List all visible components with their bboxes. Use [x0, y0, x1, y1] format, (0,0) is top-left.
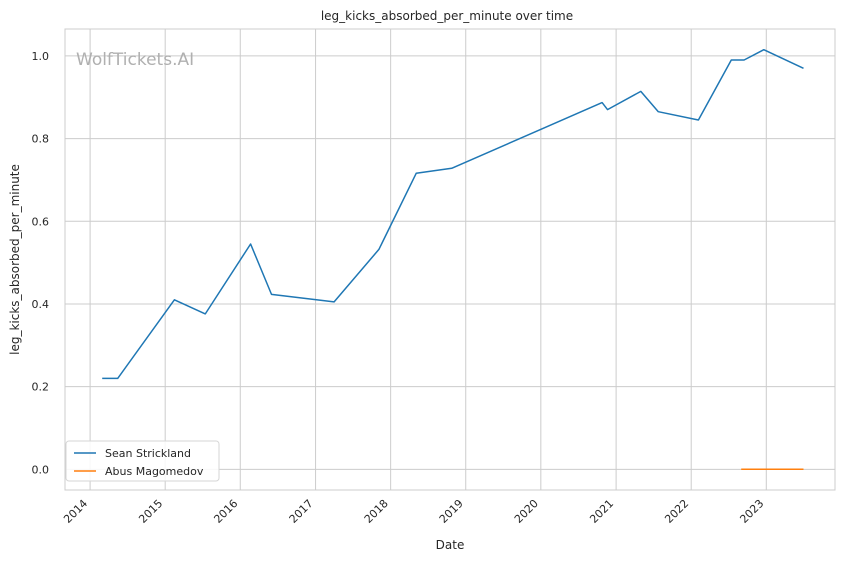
x-tick-label: 2017	[287, 497, 316, 526]
y-tick-labels: 0.0 0.2 0.4 0.6 0.8 1.0	[32, 50, 50, 476]
plot-area-frame	[64, 28, 836, 491]
x-tick-label: 2015	[136, 497, 165, 526]
series-lines	[102, 48, 804, 471]
x-tick-label: 2020	[512, 497, 541, 526]
x-tick-label: 2023	[737, 497, 766, 526]
watermark: WolfTickets.AI	[76, 50, 194, 70]
y-tick-label: 0.0	[32, 463, 50, 476]
legend-box	[65, 440, 220, 482]
x-tick-label: 2022	[662, 497, 691, 526]
grid	[65, 29, 835, 490]
y-tick-label: 0.4	[32, 298, 50, 311]
chart-title: leg_kicks_absorbed_per_minute over time	[321, 9, 573, 23]
x-tick-labels: 2014 2015 2016 2017 2018 2019 2020 2021 2022 2023	[61, 497, 766, 526]
y-axis-title: leg_kicks_absorbed_per_minute	[8, 164, 22, 355]
y-tick-label: 0.8	[32, 133, 50, 146]
x-tick-label: 2016	[211, 497, 240, 526]
y-tick-label: 1.0	[32, 50, 50, 63]
x-tick-label: 2018	[362, 497, 391, 526]
x-axis-title: Date	[436, 538, 465, 552]
legend-label: Sean Strickland	[105, 447, 191, 460]
legend-items: Sean Strickland Abus Magomedov	[74, 447, 204, 478]
y-tick-label: 0.2	[32, 381, 50, 394]
legend-label: Abus Magomedov	[105, 465, 204, 478]
y-tick-label: 0.6	[32, 215, 50, 228]
legend: Sean Strickland Abus Magomedov	[65, 440, 220, 482]
x-tick-label: 2014	[61, 497, 90, 526]
x-tick-label: 2019	[437, 497, 466, 526]
series-line-0	[102, 48, 804, 380]
x-tick-label: 2021	[587, 497, 616, 526]
